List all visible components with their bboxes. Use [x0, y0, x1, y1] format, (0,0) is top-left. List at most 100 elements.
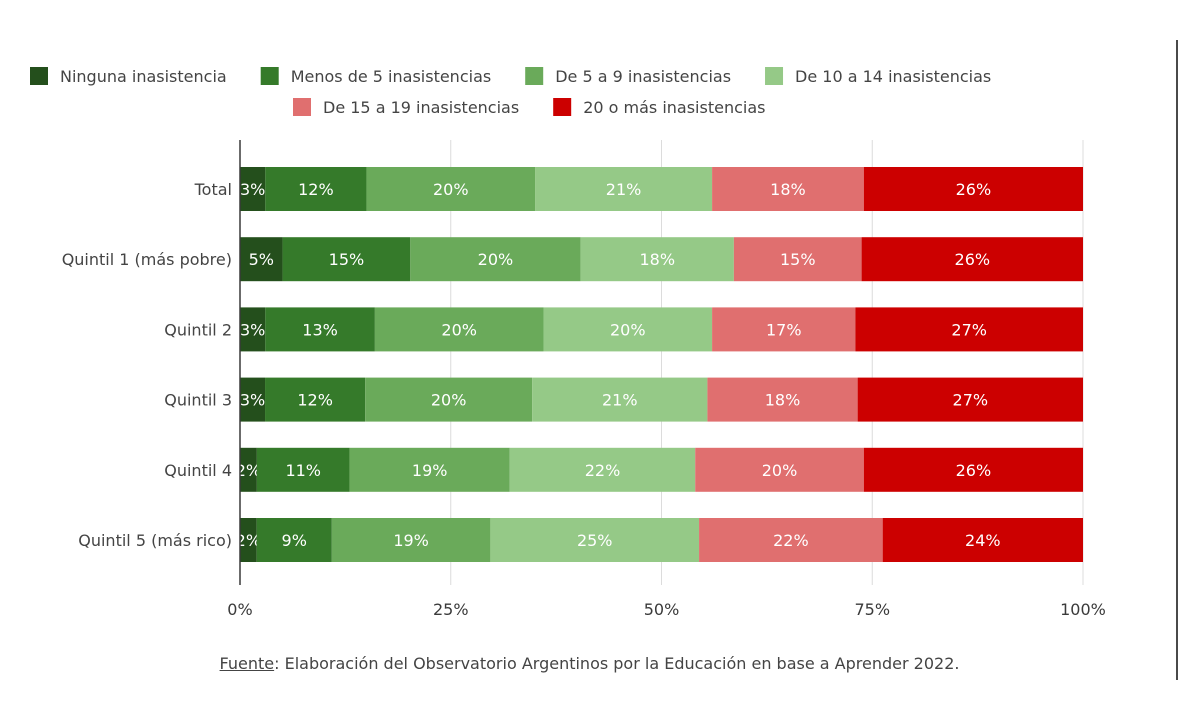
bar-segment-ninguna-inasistencia [240, 518, 257, 562]
data-label: 15% [780, 250, 816, 269]
source-note: Fuente: Elaboración del Observatorio Arg… [0, 654, 1179, 673]
bar-segment-menos-de-5-inasistencias [282, 237, 411, 282]
bar-segment-ninguna-inasistencia [240, 167, 266, 211]
bar-segment-20-o-mas-inasistencias [882, 518, 1083, 562]
category-label: Quintil 1 (más pobre) [62, 250, 232, 269]
data-label: 15% [329, 250, 365, 269]
bars: 3% 12% 20% 21% 18% 26% 5% 15% 20% 18% 15% 26% 3% 13% 2… [236, 167, 1083, 562]
bar-segment-de-15-a-19-inasistencias [712, 167, 864, 211]
bar-segment-de-10-a-14-inasistencias [543, 307, 713, 352]
x-axis-ticks: 0% 25% 50% 75% 100% [227, 600, 1106, 619]
data-label: 13% [302, 320, 338, 339]
category-label: Quintil 4 [164, 461, 232, 480]
data-label: 11% [285, 461, 321, 480]
bar-segment-de-10-a-14-inasistencias [535, 167, 713, 211]
bar-segment-ninguna-inasistencia [240, 307, 266, 352]
right-border-rule [1176, 40, 1178, 680]
data-label: 20% [431, 391, 467, 410]
legend-swatch [765, 67, 784, 85]
data-label: 20% [762, 461, 798, 480]
data-label: 12% [297, 391, 333, 410]
gridlines [450, 140, 1084, 585]
bar-segment-20-o-mas-inasistencias [861, 237, 1083, 282]
bar-segment-de-10-a-14-inasistencias [509, 447, 696, 492]
bar-segment-menos-de-5-inasistencias [265, 307, 375, 352]
bar-segment-de-5-a-9-inasistencias [366, 167, 536, 211]
data-label: 5% [249, 250, 274, 269]
source-text: : Elaboración del Observatorio Argentino… [274, 654, 960, 673]
legend-label: Menos de 5 inasistencias [291, 67, 492, 86]
data-label: 21% [602, 391, 638, 410]
source-label: Fuente [219, 654, 275, 673]
bar-segment-20-o-mas-inasistencias [857, 377, 1083, 422]
x-tick-label: 0% [227, 600, 252, 619]
legend-label: Ninguna inasistencia [60, 67, 227, 86]
data-label: 9% [282, 531, 307, 550]
data-label: 18% [770, 180, 806, 199]
data-label: 20% [433, 180, 469, 199]
legend-swatch [30, 67, 48, 85]
data-label: 20% [478, 250, 514, 269]
data-label: 18% [639, 250, 675, 269]
bar-segment-de-15-a-19-inasistencias [733, 237, 862, 282]
data-label: 12% [298, 180, 334, 199]
bar-segment-menos-de-5-inasistencias [265, 377, 366, 422]
x-tick-label: 50% [644, 600, 680, 619]
x-tick-label: 75% [854, 600, 890, 619]
category-label: Total [194, 180, 232, 199]
data-label: 25% [577, 531, 613, 550]
bar-segment-de-10-a-14-inasistencias [580, 237, 734, 282]
bar-segment-de-5-a-9-inasistencias [365, 377, 533, 422]
legend-swatch [553, 98, 572, 116]
legend-label: 20 o más inasistencias [583, 98, 765, 117]
data-label: 20% [441, 320, 477, 339]
x-tick-label: 25% [433, 600, 469, 619]
bar-segment-de-5-a-9-inasistencias [349, 447, 510, 492]
bar-segment-de-15-a-19-inasistencias [712, 307, 856, 352]
data-label: 19% [412, 461, 448, 480]
legend-swatch [525, 67, 544, 85]
data-label: 26% [955, 250, 991, 269]
data-label: 27% [953, 391, 989, 410]
bar-segment-de-15-a-19-inasistencias [695, 447, 864, 492]
category-labels: Total Quintil 1 (más pobre) Quintil 2 Quint… [62, 180, 232, 550]
bar-segment-ninguna-inasistencia [240, 377, 266, 422]
data-label: 3% [240, 391, 265, 410]
category-label: Quintil 5 (más rico) [78, 531, 232, 550]
data-label: 3% [240, 180, 265, 199]
bar-segment-ninguna-inasistencia [240, 237, 283, 282]
category-label: Quintil 3 [164, 391, 232, 410]
bar-segment-20-o-mas-inasistencias [863, 167, 1083, 211]
bar-segment-de-10-a-14-inasistencias [490, 518, 700, 562]
bar-segment-de-5-a-9-inasistencias [331, 518, 491, 562]
legend-label: De 15 a 19 inasistencias [323, 98, 519, 117]
data-label: 17% [766, 320, 802, 339]
bar-segment-de-15-a-19-inasistencias [707, 377, 858, 422]
data-label: 2% [236, 461, 261, 480]
bar-segment-menos-de-5-inasistencias [256, 447, 350, 492]
data-label: 2% [236, 531, 261, 550]
bar-segment-ninguna-inasistencia [240, 447, 257, 492]
data-label: 19% [393, 531, 429, 550]
bar-segment-de-10-a-14-inasistencias [532, 377, 708, 422]
legend: Ninguna inasistencia Menos de 5 inasisten… [30, 67, 991, 117]
data-label: 21% [606, 180, 642, 199]
data-label: 18% [765, 391, 801, 410]
data-label: 24% [965, 531, 1001, 550]
bar-segment-de-15-a-19-inasistencias [699, 518, 883, 562]
data-label: 26% [956, 180, 992, 199]
bar-segment-menos-de-5-inasistencias [265, 167, 367, 211]
data-label: 3% [240, 320, 265, 339]
legend-label: De 5 a 9 inasistencias [555, 67, 731, 86]
data-label: 22% [585, 461, 621, 480]
category-label: Quintil 2 [164, 320, 232, 339]
x-tick-label: 100% [1060, 600, 1106, 619]
bar-segment-de-5-a-9-inasistencias [410, 237, 581, 282]
bar-segment-20-o-mas-inasistencias [863, 447, 1083, 492]
bar-segment-menos-de-5-inasistencias [256, 518, 332, 562]
bar-segment-20-o-mas-inasistencias [855, 307, 1083, 352]
legend-swatch [260, 67, 279, 85]
bar-segment-de-5-a-9-inasistencias [374, 307, 544, 352]
data-label: 26% [956, 461, 992, 480]
